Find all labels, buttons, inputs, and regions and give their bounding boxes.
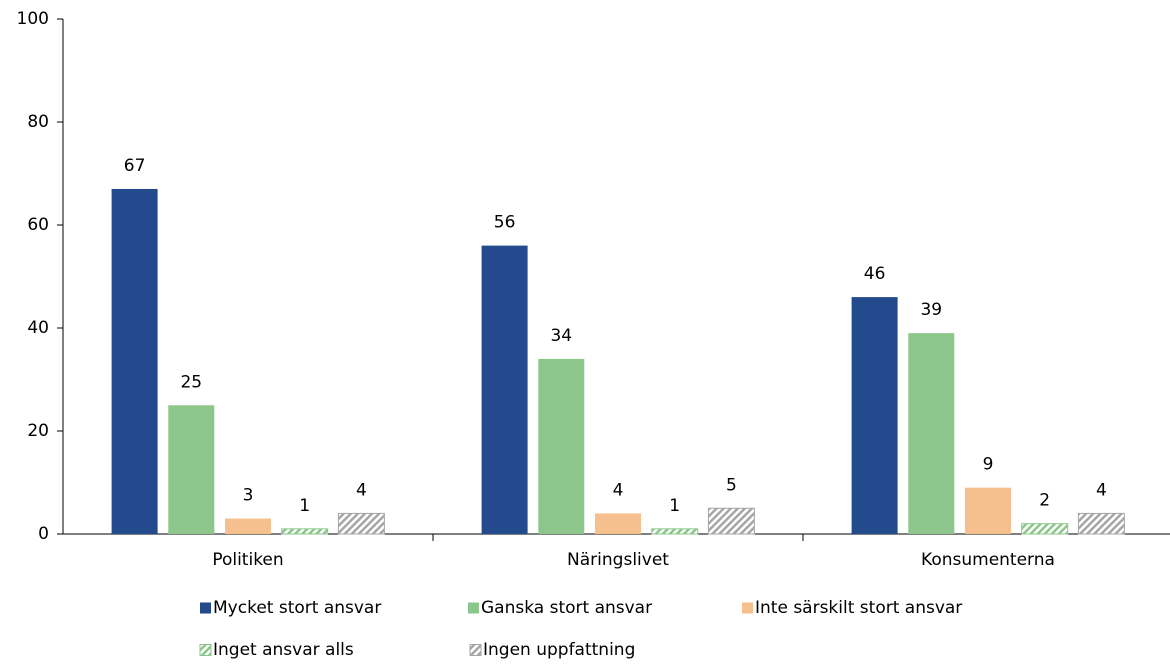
bar [225, 518, 271, 534]
y-tick-label: 80 [27, 112, 49, 132]
legend-label: Mycket stort ansvar [213, 598, 381, 618]
data-label: 46 [864, 264, 886, 284]
data-label: 39 [920, 300, 942, 320]
legend-swatch [468, 602, 479, 614]
data-label: 1 [299, 496, 310, 516]
data-label: 5 [726, 475, 737, 495]
y-tick-label: 0 [38, 524, 49, 544]
y-tick-label: 100 [17, 9, 49, 29]
bar [1077, 512, 1125, 535]
legend-label: Inte särskilt stort ansvar [755, 598, 962, 618]
legend-label: Ganska stort ansvar [481, 598, 652, 618]
data-label: 1 [669, 496, 680, 516]
bar [595, 513, 641, 534]
x-tick-label: Näringslivet [567, 550, 669, 570]
x-tick-label: Konsumenterna [921, 550, 1055, 570]
bar [481, 245, 528, 534]
data-label: 2 [1039, 491, 1050, 511]
data-label: 25 [180, 372, 202, 392]
bar [168, 405, 215, 534]
legend-swatch [199, 644, 212, 656]
y-tick-label: 60 [27, 215, 49, 235]
legend-label: Ingen uppfattning [483, 640, 635, 660]
bar [111, 188, 158, 534]
legend-swatch [469, 644, 482, 656]
data-label: 4 [613, 480, 624, 500]
bar [651, 528, 699, 535]
data-label: 4 [356, 480, 367, 500]
bar [851, 297, 898, 534]
legend-swatch [742, 602, 753, 614]
data-label: 4 [1096, 480, 1107, 500]
bar [1021, 523, 1069, 535]
bar [965, 487, 1011, 534]
y-tick-label: 40 [27, 318, 49, 338]
data-label: 3 [243, 486, 254, 506]
bar [707, 507, 755, 535]
y-tick-label: 20 [27, 421, 49, 441]
bar [337, 512, 385, 535]
bar [538, 358, 585, 534]
data-label: 34 [550, 326, 572, 346]
data-label: 67 [124, 156, 146, 176]
data-label: 56 [494, 213, 516, 233]
data-label: 9 [983, 455, 994, 475]
x-tick-label: Politiken [212, 550, 283, 570]
legend-label: Inget ansvar alls [213, 640, 354, 660]
bar [908, 333, 955, 534]
bar [281, 528, 329, 535]
legend-swatch [200, 602, 211, 614]
